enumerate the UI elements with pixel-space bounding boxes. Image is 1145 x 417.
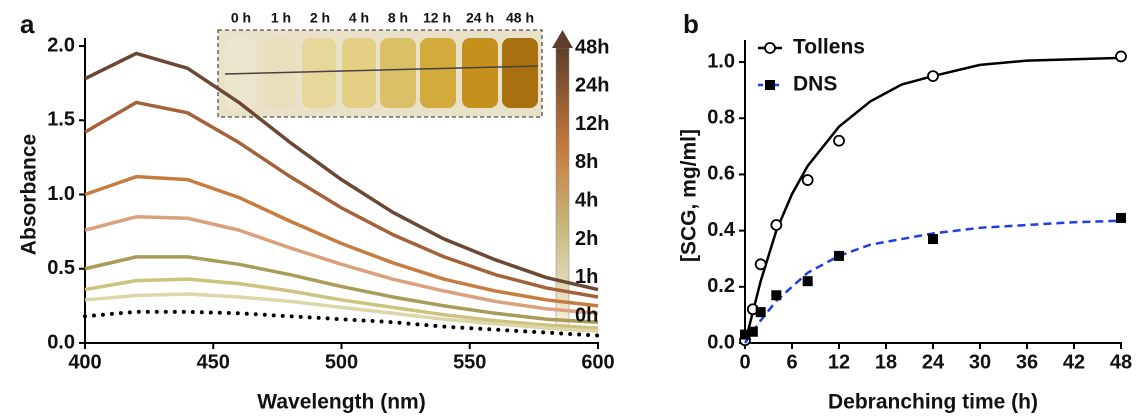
data-point bbox=[770, 219, 783, 231]
legend-label: 1h bbox=[575, 266, 598, 288]
x-tick-label: 42 bbox=[1063, 351, 1085, 373]
legend-label: Tollens bbox=[793, 36, 865, 59]
data-point bbox=[927, 70, 939, 82]
legend-marker bbox=[765, 80, 775, 90]
data-point bbox=[833, 134, 845, 147]
inset-label: 12 h bbox=[423, 10, 451, 26]
inset-label: 4 h bbox=[349, 10, 369, 26]
x-tick-label: 550 bbox=[453, 351, 486, 373]
data-point bbox=[754, 258, 767, 271]
y-tick-label: 0.5 bbox=[47, 257, 75, 279]
spectrum-line bbox=[84, 255, 599, 324]
inset-label: 1 h bbox=[271, 10, 291, 26]
data-point bbox=[834, 250, 844, 261]
y-tick-label: 0.0 bbox=[47, 331, 75, 353]
data-point bbox=[802, 276, 813, 287]
y-tick-label: 1.0 bbox=[707, 50, 735, 72]
data-point bbox=[801, 174, 814, 186]
inset-label: 8 h bbox=[388, 10, 408, 26]
colorbar bbox=[552, 30, 573, 331]
x-tick-label: 36 bbox=[1016, 351, 1038, 373]
legend-label: DNS bbox=[793, 73, 837, 96]
spectrum-line bbox=[84, 51, 599, 292]
x-tick-label: 12 bbox=[828, 351, 850, 373]
y-tick-label: 0.8 bbox=[707, 107, 735, 129]
x-tick-label: 600 bbox=[581, 351, 614, 373]
legend-label: 4h bbox=[575, 189, 598, 211]
spectrum-line bbox=[84, 277, 599, 330]
legend-marker bbox=[764, 42, 776, 54]
fit-line bbox=[743, 219, 1122, 344]
data-point bbox=[928, 234, 938, 245]
legend-label: 8h bbox=[575, 151, 598, 173]
spectrum-line bbox=[84, 215, 599, 316]
y-tick-label: 0.4 bbox=[707, 219, 736, 241]
inset-label: 48 h bbox=[506, 10, 534, 26]
x-tick-label: 30 bbox=[969, 351, 991, 373]
x-tick-label: 0 bbox=[739, 351, 750, 373]
y-axis-label: Absorbance bbox=[18, 134, 41, 255]
x-tick-label: 400 bbox=[68, 351, 101, 373]
y-tick-label: 0.2 bbox=[707, 275, 735, 297]
data-point bbox=[1115, 50, 1127, 63]
x-tick-label: 24 bbox=[922, 351, 945, 373]
legend-label: 12h bbox=[575, 113, 609, 135]
legend-label: 24h bbox=[575, 75, 609, 97]
fit-line bbox=[743, 56, 1122, 344]
x-tick-label: 48 bbox=[1110, 351, 1132, 373]
panel-letter: b bbox=[683, 9, 699, 39]
data-point bbox=[747, 326, 758, 337]
legend-label: 48h bbox=[575, 36, 609, 58]
x-tick-label: 450 bbox=[197, 351, 230, 373]
spectrum-line bbox=[84, 174, 599, 308]
y-tick-label: 1.0 bbox=[47, 183, 75, 205]
data-point bbox=[755, 307, 766, 318]
inset-label: 2 h bbox=[310, 10, 330, 26]
legend-label: 2h bbox=[575, 228, 598, 250]
inset-photo bbox=[217, 29, 543, 118]
spectrum-line bbox=[84, 292, 599, 333]
y-tick-label: 2.0 bbox=[47, 34, 75, 56]
x-tick-label: 6 bbox=[786, 351, 797, 373]
y-tick-label: 0.6 bbox=[707, 163, 735, 185]
x-tick-label: 500 bbox=[325, 351, 358, 373]
legend-label: 0h bbox=[575, 304, 598, 326]
x-axis-label: Wavelength (nm) bbox=[257, 391, 425, 414]
panel-letter: a bbox=[20, 9, 35, 39]
data-point bbox=[771, 290, 782, 301]
data-point bbox=[1116, 212, 1126, 223]
inset-label: 0 h bbox=[231, 10, 251, 26]
y-tick-label: 1.5 bbox=[47, 109, 75, 131]
y-tick-label: 0.0 bbox=[707, 331, 735, 353]
inset-label: 24 h bbox=[466, 10, 494, 26]
y-axis-label: [SCG, mg/ml] bbox=[678, 129, 701, 262]
spectrum-line bbox=[84, 100, 599, 299]
x-tick-label: 18 bbox=[875, 351, 897, 373]
data-point bbox=[740, 329, 750, 340]
x-axis-label: Debranching time (h) bbox=[828, 391, 1038, 414]
